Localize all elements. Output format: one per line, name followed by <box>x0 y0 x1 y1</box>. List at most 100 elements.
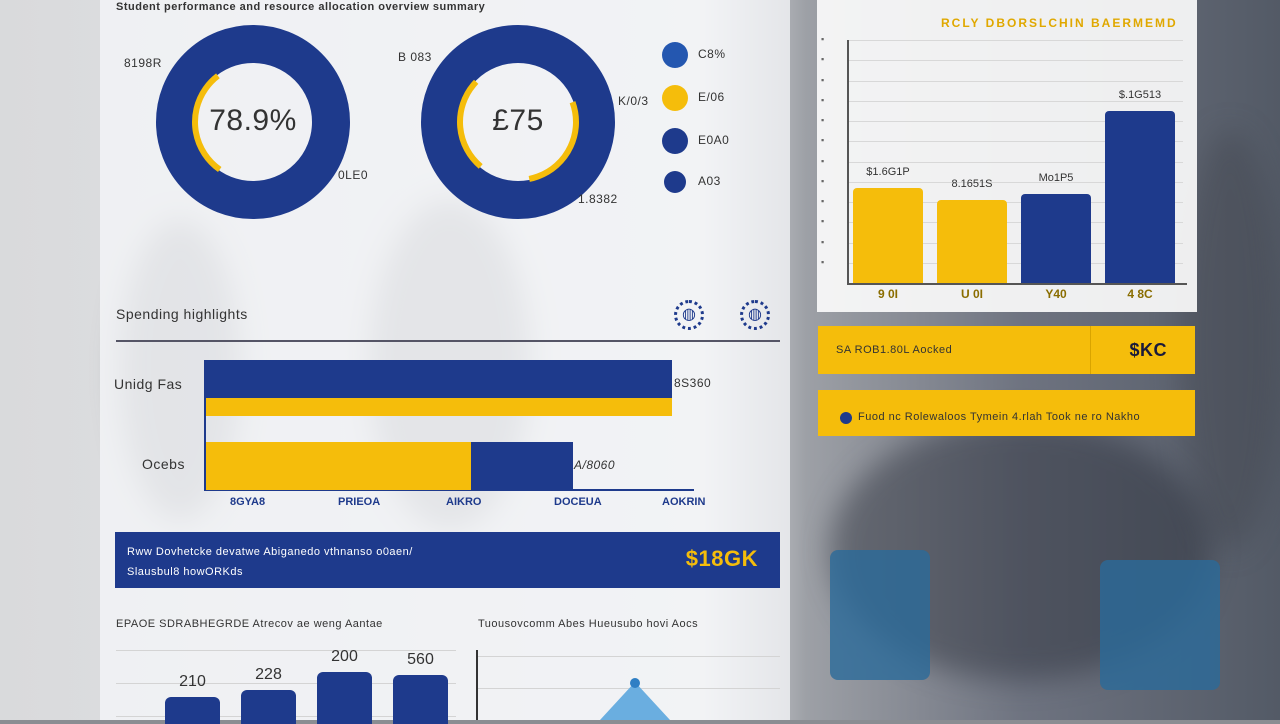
dashboard-left-panel: Student performance and resource allocat… <box>100 0 790 724</box>
line-chart-y-axis <box>476 650 478 720</box>
y-tick-mark: ▪ <box>821 74 825 85</box>
legend-label: E/06 <box>698 90 725 104</box>
divider <box>1090 326 1091 374</box>
donut-1-label-right: 0LE0 <box>338 168 369 182</box>
bar-segment <box>470 442 574 490</box>
x-tick-label: DOCEUA <box>554 496 602 508</box>
y-tick-mark: ▪ <box>821 175 825 186</box>
bar-segment <box>206 360 672 398</box>
x-tick-label: Y40 <box>1045 287 1067 301</box>
donut-2-ring <box>421 25 615 219</box>
gridline <box>116 683 456 684</box>
y-tick-mark: ▪ <box>821 216 825 227</box>
bar <box>393 675 448 724</box>
donut-2-label-right: K/0/3 <box>618 94 649 108</box>
banner-text-2: Slausbul8 howORKds <box>127 566 244 578</box>
line-chart-peak <box>600 678 670 720</box>
x-tick-label: PRIEOA <box>338 496 381 508</box>
y-tick-mark: ▪ <box>821 256 825 267</box>
legend-swatch <box>664 171 686 193</box>
gridline <box>849 202 1183 203</box>
donut-2-value: £75 <box>492 104 544 137</box>
stat-value: $KC <box>1129 340 1167 360</box>
gridline <box>849 121 1183 122</box>
x-tick-label: 8GYA8 <box>230 496 266 508</box>
gridline <box>849 80 1183 82</box>
y-axis <box>204 360 206 490</box>
legend-label: C8% <box>698 47 726 61</box>
gridline <box>849 262 1183 264</box>
banner-text-1: Rww Dovhetcke devatwe Abiganedo vthnanso… <box>127 546 413 558</box>
x-tick-label: AOKRIN <box>662 496 706 508</box>
y-tick-mark: ▪ <box>821 34 825 44</box>
x-tick-label: 9 0I <box>877 287 898 301</box>
stat-card: SA ROB1.80L Aocked $KC <box>818 326 1195 374</box>
photo-chair <box>1100 560 1220 690</box>
bar <box>853 187 923 283</box>
y-tick-mark: ▪ <box>821 135 825 146</box>
category-label: Unidg Fas <box>114 376 183 392</box>
stat-label: SA ROB1.80L Aocked <box>836 344 953 356</box>
gridline <box>478 688 780 689</box>
bar <box>241 690 296 724</box>
gridline <box>478 656 780 657</box>
donut-2-label-left: B 083 <box>398 50 432 64</box>
y-tick-mark: ▪ <box>821 236 825 247</box>
bar <box>1021 193 1091 283</box>
donut-1-value: 78.9% <box>209 104 297 137</box>
globe-icon[interactable]: ◍ <box>740 300 770 330</box>
gridline <box>849 161 1183 163</box>
y-axis <box>847 40 849 283</box>
legend-label: E0A0 <box>698 133 730 147</box>
x-axis <box>847 283 1187 285</box>
legend-swatch <box>662 42 688 68</box>
bar-value-label: 560 <box>407 651 434 668</box>
bar-value-label: A/8060 <box>574 458 616 472</box>
donut-2 <box>421 25 615 219</box>
bar-value-label: Mo1P5 <box>1038 171 1074 184</box>
x-axis <box>204 489 694 491</box>
gridline <box>116 650 456 651</box>
section-title: Spending highlights <box>116 306 248 322</box>
donut-1-highlight <box>192 61 314 183</box>
donut-1-label-left: 8198R <box>124 56 162 70</box>
bar-value-label: $.1G513 <box>1118 88 1162 101</box>
bar-value-label: 200 <box>331 648 358 665</box>
bar-value-label: 8S360 <box>674 376 712 390</box>
category-label: Ocebs <box>142 456 185 472</box>
info-text: Fuod nc Rolewaloos Tymein 4.rlah Took ne… <box>858 411 1141 423</box>
legend-swatch <box>662 85 688 111</box>
gridline <box>849 242 1183 244</box>
bar-chart-panel: RCLY DBORSLCHIN BAERMEMD ▪ ▪ ▪ ▪ ▪ ▪ ▪ ▪ ▪ ▪ ▪ ▪ $1.… <box>817 0 1197 312</box>
bar-segment <box>206 398 672 416</box>
donut-2-label-bottom: 1.8382 <box>578 192 618 206</box>
bar <box>317 672 372 724</box>
legend-swatch <box>662 128 688 154</box>
bar-value-label: 210 <box>179 673 206 690</box>
info-card: Fuod nc Rolewaloos Tymein 4.rlah Took ne… <box>818 390 1195 436</box>
y-tick-mark: ▪ <box>821 196 825 206</box>
donut-2-highlight <box>457 61 579 183</box>
donut-1-ring <box>156 25 350 219</box>
y-tick-mark: ▪ <box>821 94 825 105</box>
gridline <box>849 40 1183 41</box>
chart-title: RCLY DBORSLCHIN BAERMEMD <box>941 16 1178 30</box>
divider <box>116 340 780 342</box>
bar-segment <box>206 442 471 490</box>
donut-2-highlight <box>457 61 579 183</box>
y-tick-mark: ▪ <box>821 54 825 65</box>
donut-1 <box>156 25 350 219</box>
bottom-left-title: EPAOE SDRABHEGRDE Atrecov ae weng Aantae <box>116 618 383 630</box>
x-tick-label: U 0I <box>960 287 983 301</box>
gridline <box>849 222 1183 224</box>
gridline <box>849 181 1183 183</box>
bar-value-label: 8.1651S <box>951 177 993 190</box>
horizontal-bar-chart: Unidg Fas Ocebs 8S360 A/8060 8GYA8 PRIEOA… <box>100 350 790 520</box>
x-tick-label: 4 8C <box>1127 287 1153 301</box>
bar <box>937 199 1007 283</box>
banner-value: $18GK <box>685 546 758 571</box>
y-tick-mark: ▪ <box>821 115 825 125</box>
header-caption: Student performance and resource allocat… <box>116 1 486 13</box>
globe-icon[interactable]: ◍ <box>674 300 704 330</box>
bottom-right-title: Tuousovcomm Abes Hueusubo hovi Aocs <box>478 618 699 630</box>
